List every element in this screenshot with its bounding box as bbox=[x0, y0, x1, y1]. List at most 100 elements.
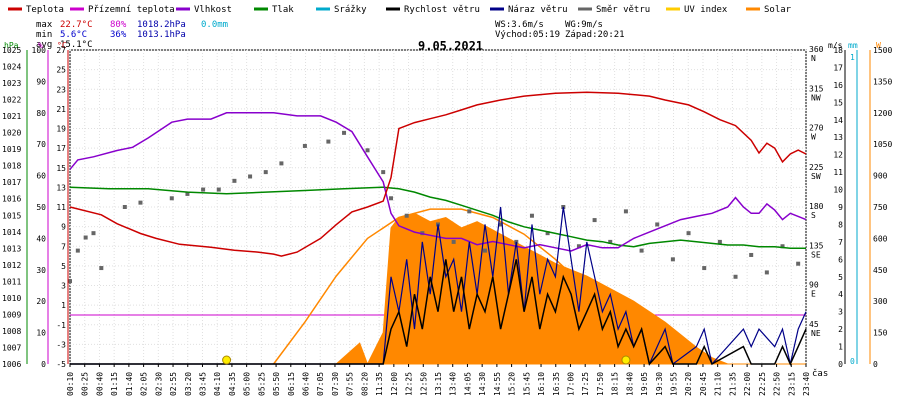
x-tick-label: 17:50 bbox=[596, 372, 605, 396]
mm-unit: mm bbox=[848, 41, 858, 50]
hpa-tick-label: 1025 bbox=[2, 46, 21, 55]
ms-tick-label: 11 bbox=[833, 168, 843, 177]
legend: Teplota Přízemní teplota Vlhkost Tlak Srážky… bbox=[8, 5, 792, 15]
hpa-tick-label: 1018 bbox=[2, 162, 21, 171]
ms-tick-label: 9 bbox=[838, 203, 843, 212]
x-tick-label: 08:20 bbox=[360, 372, 369, 396]
temp-tick-label: 1 bbox=[61, 301, 66, 310]
x-tick-label: 23:40 bbox=[802, 372, 811, 396]
x-tick-label: 17:00 bbox=[566, 372, 575, 396]
x-tick-label: 20:20 bbox=[684, 372, 693, 396]
dir-tick-name: SE bbox=[811, 250, 821, 259]
ms-unit: m/s bbox=[828, 41, 843, 50]
stat-ws: WS:3.6m/s bbox=[495, 20, 544, 30]
x-tick-label: 00:40 bbox=[95, 372, 104, 396]
temp-tick-label: 11 bbox=[56, 203, 66, 212]
stat-min-label: min bbox=[36, 30, 52, 40]
stat-max-pressure: 1018.2hPa bbox=[137, 20, 186, 30]
x-tick-label: 19:55 bbox=[670, 372, 679, 396]
hpa-tick-label: 1022 bbox=[2, 96, 21, 105]
wind-dir-point bbox=[68, 279, 72, 284]
temp-tick-label: 5 bbox=[61, 262, 66, 271]
x-tick-label: 18:40 bbox=[625, 372, 634, 396]
x-tick-label: 00:10 bbox=[66, 372, 75, 396]
wind-dir-point bbox=[655, 222, 660, 227]
wind-dir-point bbox=[764, 270, 769, 275]
w-tick-label: 450 bbox=[873, 266, 888, 275]
x-tick-label: 21:35 bbox=[728, 372, 737, 396]
humidity-line bbox=[69, 112, 807, 252]
pct-tick-label: 30 bbox=[36, 266, 46, 275]
hpa-tick-label: 1006 bbox=[2, 360, 21, 369]
x-tick-label: 13:40 bbox=[449, 372, 458, 396]
wind-dir-point bbox=[138, 200, 143, 205]
wind-dir-point bbox=[404, 213, 409, 218]
w-tick-label: 1350 bbox=[873, 77, 892, 86]
mm-tick-label: 1 bbox=[850, 53, 855, 62]
x-tick-label: 12:25 bbox=[405, 372, 414, 396]
ms-tick-label: 17 bbox=[833, 63, 843, 72]
hpa-tick-label: 1017 bbox=[2, 178, 21, 187]
temp-tick-label: -5 bbox=[56, 360, 66, 369]
w-tick-label: 1500 bbox=[873, 46, 892, 55]
ms-tick-label: 16 bbox=[833, 81, 843, 90]
x-tick-label: 14:30 bbox=[478, 372, 487, 396]
pct-tick-label: 60 bbox=[36, 172, 46, 181]
wind-dir-point bbox=[592, 218, 597, 223]
wind-dir-point bbox=[780, 244, 785, 249]
w-tick-label: 150 bbox=[873, 329, 888, 338]
hpa-tick-label: 1007 bbox=[2, 343, 21, 352]
wind-dir-point bbox=[201, 187, 206, 192]
hpa-tick-label: 1019 bbox=[2, 145, 21, 154]
wind-dir-point bbox=[389, 196, 394, 201]
x-tick-label: 16:10 bbox=[537, 372, 546, 396]
temp-tick-label: 9 bbox=[61, 223, 66, 232]
temp-tick-label: 7 bbox=[61, 242, 66, 251]
pct-tick-label: 20 bbox=[36, 297, 46, 306]
stat-max-humidity: 80% bbox=[110, 20, 127, 30]
dir-tick-name: NE bbox=[811, 329, 821, 338]
temperature-line bbox=[69, 91, 807, 257]
dir-tick-label: 180 bbox=[809, 202, 824, 211]
x-tick-label: 12:00 bbox=[390, 372, 399, 396]
temp-tick-label: 15 bbox=[56, 164, 66, 173]
hpa-tick-label: 1024 bbox=[2, 63, 21, 72]
x-tick-label: 05:25 bbox=[257, 372, 266, 396]
x-tick-label: 03:45 bbox=[198, 372, 207, 396]
x-tick-label: 06:40 bbox=[302, 372, 311, 396]
w-tick-label: 1050 bbox=[873, 140, 892, 149]
chart-title: 9.05.2021 bbox=[418, 39, 483, 53]
wind-dir-point bbox=[122, 205, 127, 209]
wind-dir-point bbox=[91, 231, 96, 236]
wind-dir-point bbox=[702, 266, 707, 271]
ms-tick-label: 13 bbox=[833, 133, 843, 142]
ms-tick-label: 14 bbox=[833, 116, 843, 125]
ms-tick-label: 0 bbox=[838, 360, 843, 369]
wind-dir-point bbox=[99, 266, 104, 271]
legend-entry: Rychlost větru bbox=[404, 5, 480, 15]
ms-tick-label: 8 bbox=[838, 220, 843, 229]
ms-tick-label: 10 bbox=[833, 186, 843, 195]
wind-dir-point bbox=[498, 222, 503, 227]
ms-tick-label: 1 bbox=[838, 343, 843, 352]
x-tick-label: 04:35 bbox=[228, 372, 237, 396]
w-tick-label: 900 bbox=[873, 172, 888, 181]
dir-tick-label: 360 bbox=[809, 45, 824, 54]
wind-dir-point bbox=[326, 139, 331, 144]
wind-dir-point bbox=[451, 239, 456, 244]
x-tick-label: 23:15 bbox=[787, 372, 796, 396]
ms-tick-label: 6 bbox=[838, 255, 843, 264]
legend-entry: Tlak bbox=[272, 5, 294, 15]
stats-block: max 22.7°C 80% 1018.2hPa 0.0mm min 5.6°C… bbox=[36, 20, 625, 50]
solar-theory-line bbox=[272, 208, 674, 365]
x-tick-label: 15:20 bbox=[508, 372, 517, 396]
x-tick-label: 17:25 bbox=[581, 372, 590, 396]
x-tick-label: 22:00 bbox=[743, 372, 752, 396]
wind-dir-point bbox=[263, 170, 268, 175]
hpa-tick-label: 1023 bbox=[2, 79, 21, 88]
hpa-tick-label: 1013 bbox=[2, 244, 21, 253]
stat-min-humidity: 36% bbox=[110, 30, 127, 40]
wind-dir-point bbox=[342, 130, 347, 135]
x-tick-label: 03:20 bbox=[184, 372, 193, 396]
